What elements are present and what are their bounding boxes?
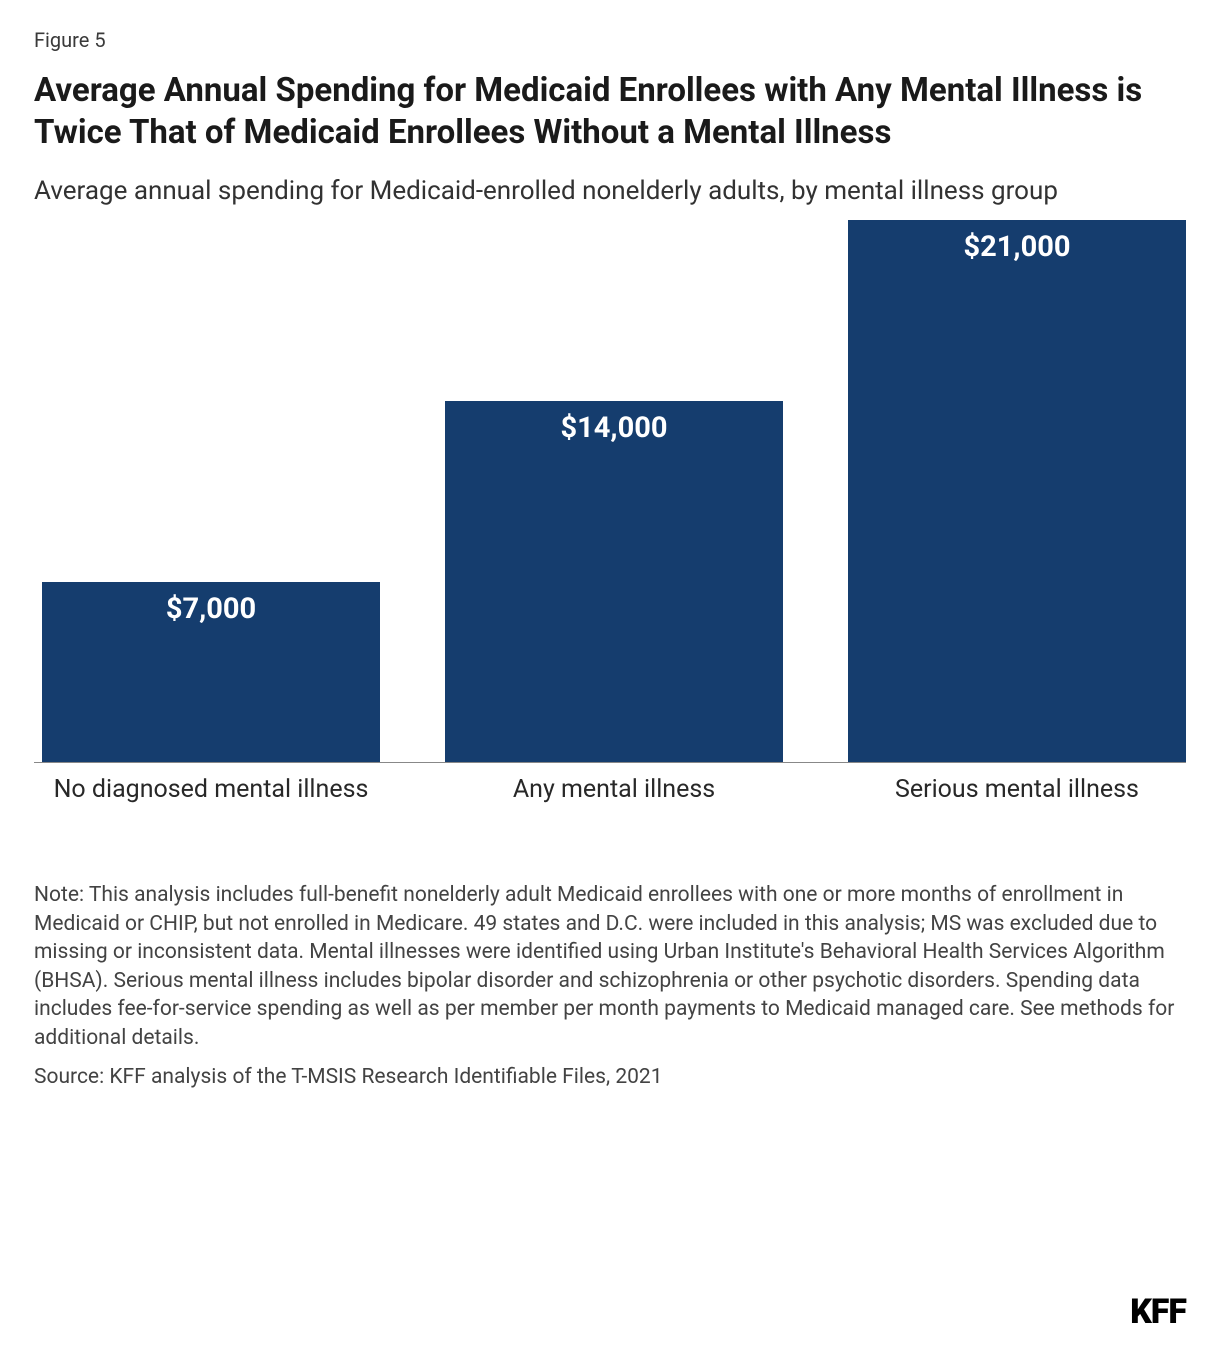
chart-subtitle: Average annual spending for Medicaid-enr… (34, 174, 1186, 209)
x-axis-label: Any mental illness (445, 775, 783, 806)
chart-plot: $7,000 $14,000 $21,000 (34, 221, 1186, 763)
bar: $14,000 (445, 401, 783, 762)
x-axis-labels: No diagnosed mental illness Any mental il… (34, 769, 1186, 841)
figure-label: Figure 5 (34, 28, 1186, 52)
x-axis-label: Serious mental illness (848, 775, 1186, 806)
chart-note: Note: This analysis includes full-benefi… (34, 881, 1186, 1052)
bar-value-label: $14,000 (445, 411, 783, 445)
kff-logo: KFF (1130, 1292, 1186, 1332)
bar-value-label: $21,000 (848, 230, 1186, 264)
bar: $7,000 (42, 582, 380, 763)
x-axis-label: No diagnosed mental illness (42, 775, 380, 806)
bar: $21,000 (848, 220, 1186, 762)
bar-value-label: $7,000 (42, 592, 380, 626)
chart-source: Source: KFF analysis of the T-MSIS Resea… (34, 1065, 1186, 1089)
chart-title: Average Annual Spending for Medicaid Enr… (34, 70, 1186, 154)
chart-area: $7,000 $14,000 $21,000 No diagnosed mental… (34, 221, 1186, 841)
